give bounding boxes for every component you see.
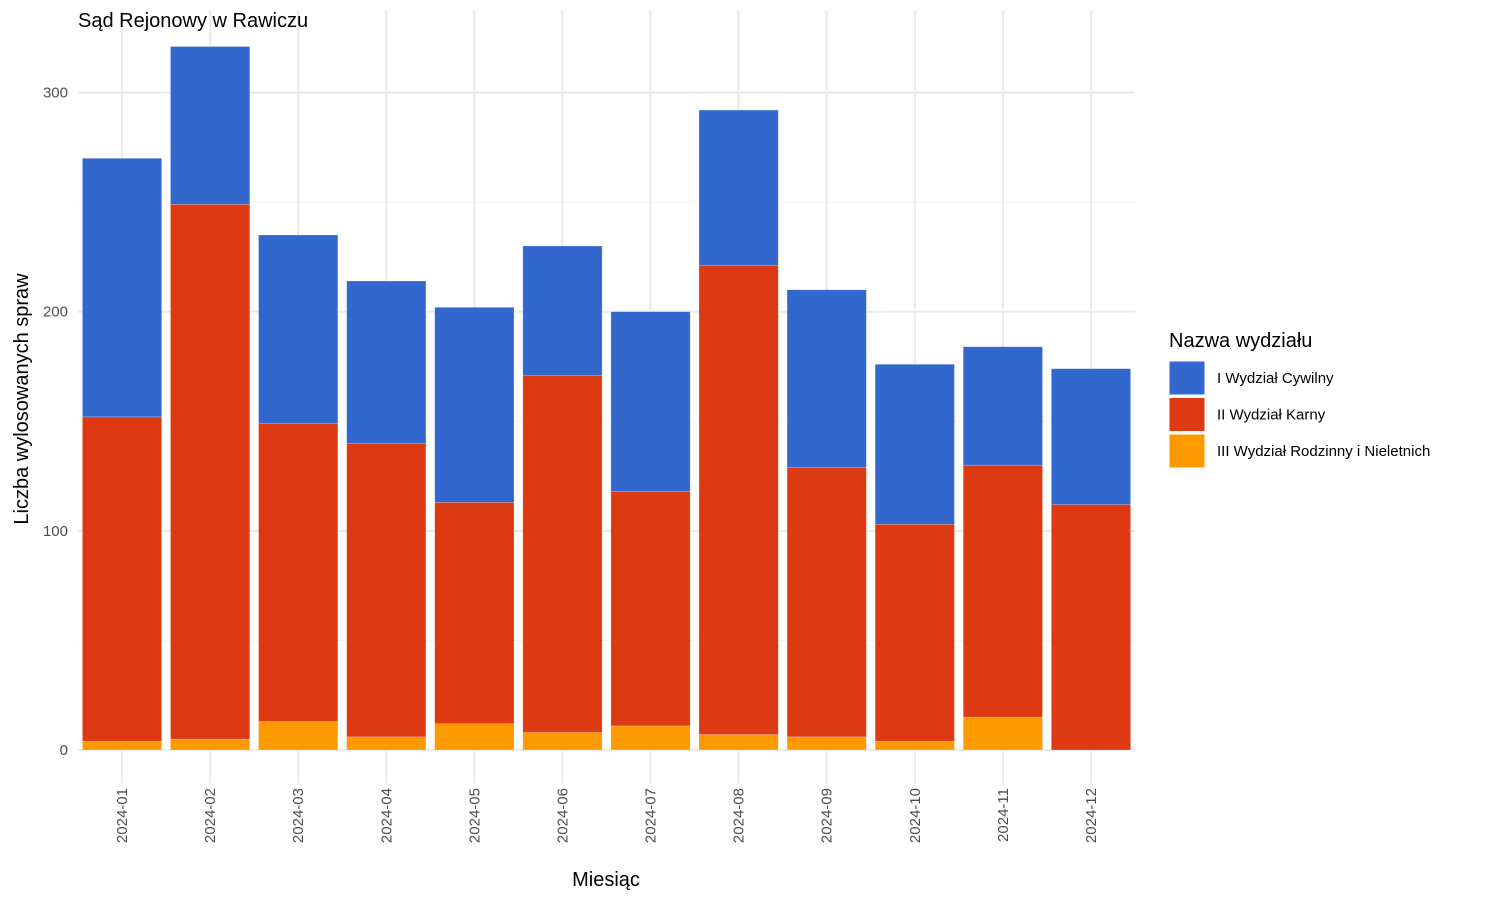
bar-segment: [786, 289, 867, 468]
bar-segment: [698, 265, 779, 735]
legend-title: Nazwa wydziału: [1169, 330, 1312, 352]
legend-key: [1168, 360, 1206, 396]
bar-segment: [786, 466, 867, 738]
x-tick-label: 2024-04: [378, 788, 395, 843]
chart-title: Sąd Rejonowy w Rawiczu: [78, 10, 308, 32]
x-tick-label: 2024-10: [907, 788, 924, 843]
x-tick-label: 2024-12: [1083, 788, 1100, 843]
bar-segment: [610, 725, 691, 751]
x-tick-label: 2024-03: [290, 788, 307, 843]
y-tick-label: 100: [43, 523, 68, 540]
bar-segment: [962, 346, 1043, 466]
legend-label: III Wydział Rodzinny i Nieletnich: [1217, 443, 1430, 460]
bar-segment: [786, 736, 867, 751]
bar-segment: [258, 721, 339, 751]
bar-segment: [346, 736, 427, 751]
x-tick-label: 2024-02: [202, 788, 219, 843]
x-tick-label: 2024-01: [114, 788, 131, 843]
x-tick-label: 2024-05: [466, 788, 483, 843]
bar-segment: [82, 740, 162, 751]
legend: Nazwa wydziału I Wydział Cywilny II Wydzi…: [1168, 330, 1430, 469]
bar-segment: [698, 109, 779, 266]
bar-segment: [170, 738, 251, 751]
bar-segment: [346, 442, 427, 738]
bar-segment: [610, 491, 691, 727]
x-axis-ticks: 2024-01 2024-02 2024-03 2024-04 2024-05 2024-…: [114, 778, 1100, 843]
y-tick-label: 300: [43, 85, 68, 102]
legend-key: [1168, 433, 1206, 469]
bars: [82, 46, 1131, 751]
x-tick-label: 2024-09: [819, 788, 836, 843]
x-tick-label: 2024-08: [731, 788, 748, 843]
bar-segment: [82, 416, 162, 742]
bar-segment: [258, 234, 339, 424]
bar-segment: [610, 311, 691, 492]
x-tick-label: 2024-11: [995, 788, 1012, 842]
bar-segment: [698, 734, 779, 751]
legend-key: [1168, 397, 1206, 432]
bar-segment: [170, 46, 251, 205]
bar-segment: [434, 307, 515, 503]
bar-segment: [434, 723, 515, 751]
bar-segment: [170, 204, 251, 740]
bar-segment: [522, 732, 603, 751]
bar-segment: [346, 280, 427, 444]
y-tick-label: 0: [60, 742, 68, 759]
y-axis-title: Liczba wylosowanych spraw: [11, 273, 33, 525]
bar-segment: [522, 374, 603, 733]
legend-label: II Wydział Karny: [1217, 407, 1326, 424]
y-axis-ticks: 0 100 200 300: [43, 85, 68, 759]
x-tick-label: 2024-07: [643, 788, 660, 843]
bar-segment: [874, 363, 955, 525]
bar-segment: [434, 502, 515, 725]
bar-segment: [258, 423, 339, 722]
bar-segment: [82, 157, 162, 418]
bar-segment: [1051, 504, 1131, 751]
y-tick-label: 200: [43, 304, 68, 321]
bar-segment: [874, 523, 955, 742]
x-axis-title: Miesiąc: [572, 869, 640, 891]
bar-segment: [874, 740, 955, 751]
bar-segment: [522, 245, 603, 376]
x-tick-label: 2024-06: [554, 788, 571, 843]
bar-segment: [962, 716, 1043, 751]
legend-label: I Wydział Cywilny: [1217, 370, 1334, 387]
bar-segment: [962, 464, 1043, 718]
bar-segment: [1051, 368, 1131, 505]
